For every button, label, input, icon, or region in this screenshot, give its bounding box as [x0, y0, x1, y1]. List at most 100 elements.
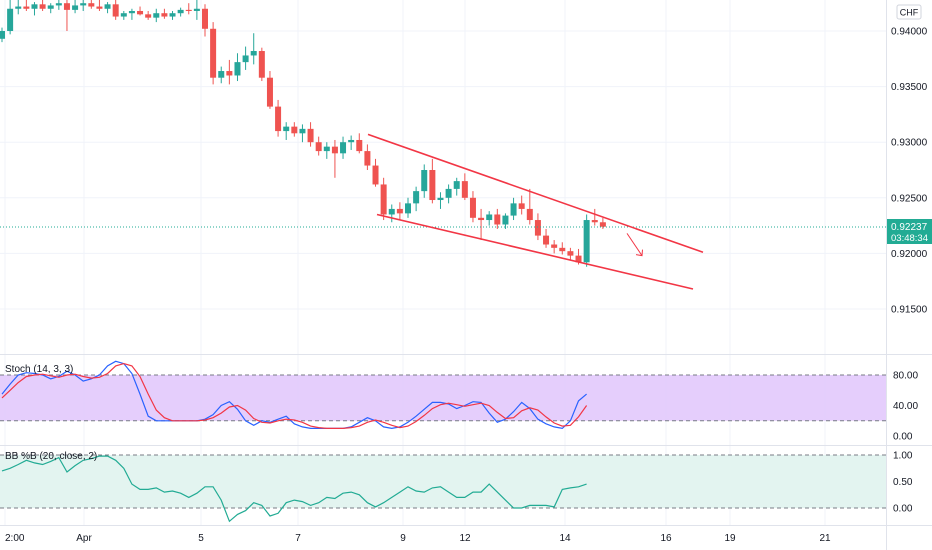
candle-body: [494, 214, 501, 225]
projection-arrow-shaft[interactable]: [626, 233, 643, 256]
stoch-d-line: [1, 362, 588, 429]
candle-body: [526, 208, 533, 221]
candle-body: [437, 197, 444, 201]
price-tag-bg: [887, 219, 932, 244]
time-tick-label: 19: [724, 533, 736, 544]
candle-body: [478, 217, 485, 221]
candle-body: [364, 151, 371, 166]
candle-body: [575, 255, 582, 263]
candlestick-series: [0, 0, 886, 267]
candle-body: [275, 106, 282, 132]
candle-body: [413, 191, 420, 204]
candle-body: [39, 4, 46, 9]
candle-body: [242, 55, 249, 63]
candle-body: [128, 10, 135, 14]
candle-body: [307, 128, 314, 143]
candle-body: [429, 170, 436, 201]
price-tick-label: 0.93000: [891, 138, 928, 149]
candle-body: [315, 142, 322, 152]
candle-body: [7, 8, 14, 31]
candle-body: [218, 71, 225, 78]
candle-body: [510, 203, 517, 216]
candle-body: [145, 14, 152, 18]
candle-body: [534, 220, 541, 236]
last-price: 0.92237: [891, 222, 928, 233]
candle-body: [567, 251, 574, 256]
candle-body: [250, 51, 257, 56]
stoch-k-line: [1, 360, 587, 430]
candle-body: [559, 247, 566, 252]
time-tick-label: 7: [295, 533, 301, 544]
stoch-tick-label: 40.00: [893, 401, 918, 412]
candle-body: [193, 8, 200, 11]
candle-body: [461, 181, 468, 198]
price-tick-label: 0.91500: [891, 305, 928, 316]
candle-body: [486, 214, 493, 221]
time-tick-label: 9: [400, 533, 406, 544]
candle-body: [47, 5, 54, 9]
candle-body: [372, 165, 379, 185]
bb-band-fill: [0, 455, 886, 508]
channel-trendline[interactable]: [376, 213, 694, 290]
candle-body: [202, 8, 208, 29]
time-tick-label: 14: [559, 533, 571, 544]
time-tick-label: 16: [660, 533, 672, 544]
candle-body: [591, 220, 598, 223]
bb-percent-line: [1, 455, 587, 523]
candle-body: [55, 3, 62, 6]
candle-body: [234, 62, 241, 76]
axes: 0.94000 0.93500 0.93000 0.92500 0.92000 0.915…: [5, 27, 928, 545]
candle-body: [380, 184, 387, 215]
candle-body: [356, 139, 363, 152]
candle-body: [137, 10, 144, 15]
trendlines[interactable]: [367, 133, 704, 290]
candle-body: [599, 222, 606, 227]
candle-body: [453, 181, 460, 189]
grid: [0, 0, 886, 525]
bb-title[interactable]: BB %B (20, close, 2): [5, 451, 97, 462]
candle-body: [63, 3, 70, 10]
candle-body: [15, 6, 22, 9]
bb-tick-label: 1.00: [893, 451, 913, 462]
currency-badge[interactable]: [896, 4, 922, 20]
last-price-tag: 0.92237 03:48:34: [887, 219, 932, 244]
channel-trendline[interactable]: [367, 133, 704, 254]
price-tick-label: 0.93500: [891, 82, 928, 93]
candle-body: [177, 9, 184, 14]
price-tick-label: 0.92500: [891, 193, 928, 204]
time-tick-label: 21: [819, 533, 831, 544]
currency-label: CHF: [900, 8, 919, 18]
candle-body: [153, 13, 160, 18]
candle-body: [185, 9, 192, 11]
candle-body: [445, 188, 452, 198]
candle-body: [283, 126, 290, 132]
candle-body: [518, 203, 525, 209]
price-tick-label: 0.92000: [891, 249, 928, 260]
stoch-pane: [1, 360, 588, 430]
candle-body: [551, 244, 558, 248]
candle-body: [120, 13, 127, 17]
candle-body: [80, 3, 87, 6]
candle-body: [104, 4, 111, 9]
time-tick-label: 12: [459, 533, 471, 544]
candle-body: [258, 51, 265, 78]
stoch-tick-label: 0.00: [893, 432, 913, 443]
stoch-tick-label: 80.00: [893, 371, 918, 382]
price-tick-label: 0.94000: [891, 27, 928, 38]
candle-body: [543, 235, 550, 245]
candle-body: [348, 139, 355, 143]
candle-body: [291, 126, 298, 134]
bb-pane: [1, 455, 587, 523]
candle-countdown: 03:48:34: [891, 233, 928, 244]
candle-body: [421, 170, 428, 192]
candle-body: [266, 77, 273, 107]
candle-body: [299, 128, 306, 134]
candle-body: [31, 4, 38, 9]
stoch-title[interactable]: Stoch (14, 3, 3): [5, 364, 73, 375]
candle-body: [88, 3, 95, 7]
projection-arrow-head[interactable]: [635, 249, 643, 257]
candle-body: [405, 203, 411, 214]
candle-body: [469, 197, 476, 218]
